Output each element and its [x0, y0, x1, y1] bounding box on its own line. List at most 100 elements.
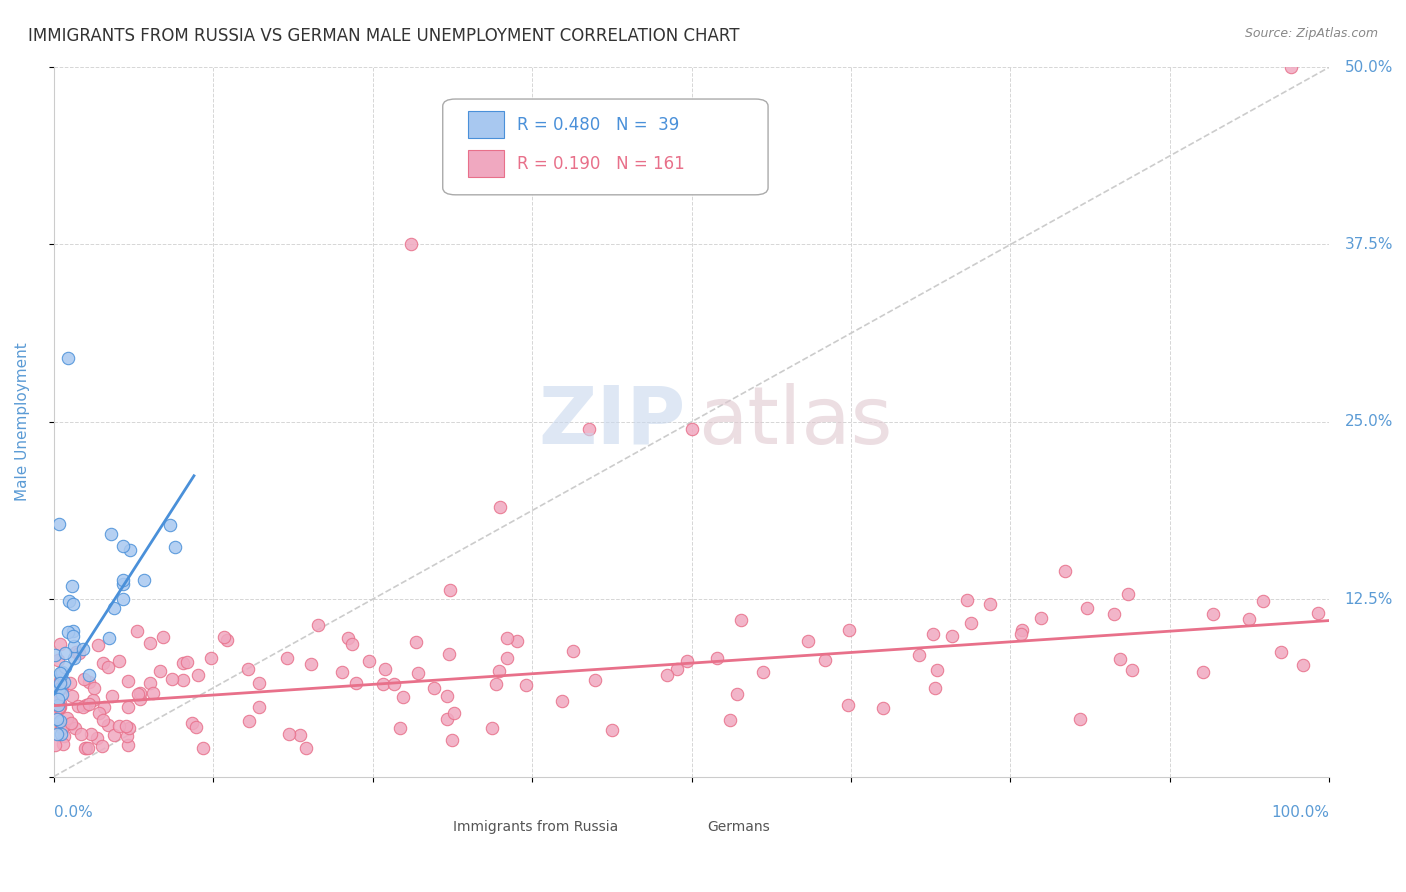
Point	[176, 656, 198, 670]
Point	[48, 665, 70, 680]
Point	[495, 631, 517, 645]
Point	[922, 626, 945, 640]
Point	[441, 732, 464, 747]
Point	[172, 657, 194, 671]
Point	[65, 644, 87, 658]
Point	[60, 579, 83, 593]
Point	[73, 741, 96, 756]
FancyBboxPatch shape	[443, 99, 768, 194]
Point	[330, 665, 353, 679]
Point	[730, 614, 752, 628]
Point	[408, 666, 430, 681]
Point	[979, 597, 1001, 611]
Point	[927, 663, 949, 677]
Point	[129, 692, 152, 706]
Point	[495, 650, 517, 665]
Point	[142, 686, 165, 700]
Point	[75, 741, 97, 756]
Point	[1011, 623, 1033, 637]
Point	[706, 651, 728, 665]
Point	[125, 624, 148, 638]
Point	[51, 687, 73, 701]
Point	[187, 668, 209, 682]
Point	[488, 664, 510, 678]
Point	[49, 676, 72, 690]
Point	[46, 692, 69, 706]
Point	[382, 677, 405, 691]
Point	[172, 673, 194, 687]
Bar	[420, 819, 446, 835]
Point	[100, 527, 122, 541]
Point	[1010, 626, 1032, 640]
Point	[82, 693, 104, 707]
Text: R = 0.480   N =  39: R = 0.480 N = 39	[517, 116, 679, 134]
Bar	[468, 112, 503, 138]
Point	[1069, 712, 1091, 726]
Point	[814, 652, 837, 666]
Point	[51, 720, 73, 734]
Point	[212, 630, 235, 644]
Point	[53, 730, 76, 744]
Point	[90, 739, 112, 753]
Point	[87, 706, 110, 720]
Point	[83, 681, 105, 695]
Point	[44, 705, 66, 719]
Point	[217, 633, 239, 648]
Point	[129, 686, 152, 700]
Text: atlas: atlas	[697, 383, 893, 461]
Point	[1306, 606, 1329, 620]
Point	[77, 668, 100, 682]
Point	[562, 643, 585, 657]
Point	[115, 718, 138, 732]
Point	[62, 629, 84, 643]
Point	[960, 615, 983, 630]
Point	[51, 665, 73, 679]
Point	[49, 714, 72, 729]
Point	[138, 636, 160, 650]
Point	[439, 648, 461, 662]
Point	[236, 662, 259, 676]
Point	[56, 351, 79, 365]
Point	[797, 634, 820, 648]
Point	[91, 713, 114, 727]
Point	[405, 634, 427, 648]
Point	[907, 648, 929, 662]
Point	[62, 597, 84, 611]
Point	[278, 727, 301, 741]
Point	[80, 726, 103, 740]
Point	[924, 681, 946, 696]
Point	[127, 687, 149, 701]
Point	[117, 699, 139, 714]
Point	[1202, 607, 1225, 621]
Point	[77, 697, 100, 711]
Point	[247, 700, 270, 714]
Point	[374, 662, 396, 676]
Point	[247, 676, 270, 690]
Point	[388, 721, 411, 735]
Point	[357, 654, 380, 668]
Point	[436, 712, 458, 726]
Point	[117, 729, 139, 743]
Point	[515, 678, 537, 692]
Point	[66, 698, 89, 713]
Point	[49, 637, 72, 651]
Point	[1118, 587, 1140, 601]
Point	[117, 739, 139, 753]
Point	[63, 639, 86, 653]
Point	[46, 694, 69, 708]
Point	[955, 593, 977, 607]
Point	[112, 577, 135, 591]
Point	[53, 646, 76, 660]
Point	[288, 728, 311, 742]
Point	[337, 631, 360, 645]
Point	[371, 677, 394, 691]
Point	[70, 727, 93, 741]
Point	[1279, 60, 1302, 74]
Point	[48, 696, 70, 710]
Point	[165, 540, 187, 554]
Point	[551, 694, 574, 708]
Point	[725, 687, 748, 701]
Point	[97, 660, 120, 674]
Point	[60, 716, 83, 731]
Text: R = 0.190   N = 161: R = 0.190 N = 161	[517, 154, 685, 172]
